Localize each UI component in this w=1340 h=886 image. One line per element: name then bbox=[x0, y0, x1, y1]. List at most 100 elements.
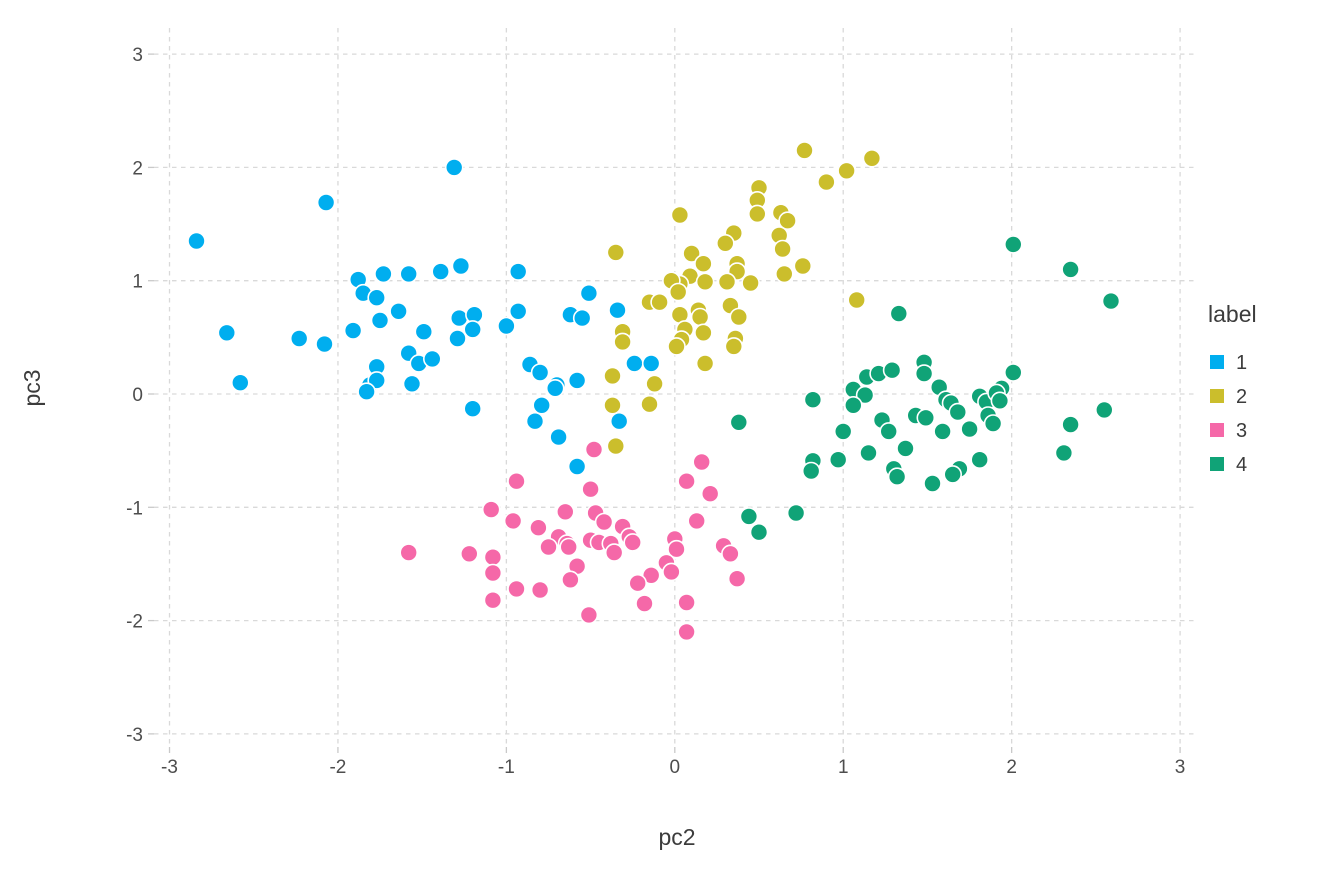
data-point-label-2 bbox=[729, 307, 749, 327]
data-point-label-3 bbox=[555, 502, 575, 522]
data-point-label-3 bbox=[677, 622, 696, 642]
data-point-label-2 bbox=[741, 273, 760, 293]
data-point-label-4 bbox=[801, 461, 821, 481]
data-point-label-2 bbox=[817, 172, 836, 192]
data-point-label-2 bbox=[795, 141, 814, 160]
data-point-label-2 bbox=[837, 161, 856, 181]
data-point-label-3 bbox=[559, 537, 579, 557]
x-tick-label: 3 bbox=[1175, 757, 1186, 778]
data-point-label-3 bbox=[677, 593, 696, 612]
data-point-label-2 bbox=[645, 374, 664, 394]
data-point-label-1 bbox=[567, 371, 587, 390]
data-point-label-2 bbox=[640, 394, 659, 414]
data-point-label-1 bbox=[545, 378, 565, 398]
data-point-label-1 bbox=[367, 288, 387, 308]
data-point-label-1 bbox=[402, 374, 422, 394]
data-point-label-4 bbox=[786, 503, 806, 523]
data-point-label-4 bbox=[1003, 363, 1023, 382]
data-point-label-1 bbox=[343, 321, 363, 340]
legend-swatch-4 bbox=[1210, 457, 1224, 471]
data-point-label-1 bbox=[451, 256, 471, 276]
data-point-label-4 bbox=[855, 385, 875, 405]
data-point-label-1 bbox=[357, 382, 376, 402]
data-point-label-4 bbox=[1003, 235, 1023, 254]
data-point-label-3 bbox=[623, 533, 643, 552]
data-point-label-1 bbox=[508, 262, 528, 281]
data-point-label-3 bbox=[635, 594, 654, 613]
data-point-label-1 bbox=[289, 329, 309, 348]
x-axis-title: pc2 bbox=[658, 824, 695, 850]
data-point-label-3 bbox=[503, 511, 523, 531]
data-point-label-3 bbox=[604, 543, 624, 562]
data-point-label-2 bbox=[613, 332, 632, 352]
data-point-label-3 bbox=[687, 511, 707, 531]
data-point-label-1 bbox=[422, 349, 442, 369]
y-axis-title: pc3 bbox=[19, 369, 45, 406]
data-point-label-3 bbox=[581, 479, 600, 499]
y-tick-label: 1 bbox=[132, 272, 143, 293]
data-point-label-1 bbox=[463, 399, 483, 419]
data-point-label-1 bbox=[389, 301, 408, 321]
data-point-label-3 bbox=[507, 579, 526, 599]
data-point-label-3 bbox=[579, 605, 599, 625]
data-point-label-4 bbox=[1061, 415, 1080, 434]
y-tick-label: -2 bbox=[126, 612, 143, 633]
data-point-label-3 bbox=[483, 590, 503, 610]
data-point-label-1 bbox=[508, 301, 528, 321]
data-point-label-2 bbox=[847, 290, 867, 310]
data-point-label-4 bbox=[970, 450, 990, 470]
data-point-label-2 bbox=[774, 264, 794, 284]
legend-item-label-4: 4 bbox=[1236, 454, 1247, 476]
data-point-label-2 bbox=[667, 337, 686, 356]
data-point-label-3 bbox=[584, 440, 604, 459]
data-point-label-4 bbox=[749, 522, 769, 542]
data-point-label-1 bbox=[608, 300, 627, 320]
data-point-label-2 bbox=[603, 366, 622, 386]
data-point-label-4 bbox=[803, 390, 823, 410]
data-point-label-2 bbox=[694, 254, 713, 274]
legend-title: label bbox=[1208, 301, 1257, 327]
data-point-label-2 bbox=[694, 323, 713, 343]
data-point-label-3 bbox=[483, 547, 503, 567]
data-point-label-3 bbox=[721, 544, 740, 564]
x-tick-label: 1 bbox=[838, 757, 849, 778]
data-point-label-3 bbox=[628, 573, 648, 593]
data-point-label-2 bbox=[695, 272, 715, 292]
data-point-label-1 bbox=[497, 316, 516, 336]
data-point-label-2 bbox=[717, 272, 737, 292]
data-point-label-4 bbox=[990, 391, 1010, 411]
x-tick-label: 2 bbox=[1006, 757, 1017, 778]
data-point-label-3 bbox=[481, 500, 501, 519]
data-point-label-1 bbox=[549, 427, 568, 447]
data-point-label-2 bbox=[650, 292, 669, 312]
data-point-label-2 bbox=[747, 204, 767, 224]
data-point-label-3 bbox=[483, 563, 503, 583]
data-point-label-2 bbox=[606, 436, 626, 456]
data-point-label-1 bbox=[609, 411, 629, 431]
data-point-label-2 bbox=[690, 307, 710, 327]
data-point-label-4 bbox=[916, 408, 936, 428]
data-point-label-2 bbox=[715, 234, 735, 253]
data-point-label-3 bbox=[667, 539, 686, 559]
data-point-label-4 bbox=[833, 422, 853, 441]
data-point-label-3 bbox=[641, 565, 661, 585]
data-point-label-2 bbox=[606, 243, 626, 262]
x-tick-label: 0 bbox=[670, 757, 681, 778]
data-point-label-1 bbox=[625, 354, 644, 373]
data-point-label-1 bbox=[444, 158, 464, 177]
data-point-label-1 bbox=[431, 262, 451, 281]
data-point-label-1 bbox=[572, 308, 592, 328]
data-point-label-4 bbox=[943, 465, 963, 484]
data-point-label-3 bbox=[459, 544, 479, 564]
data-point-label-1 bbox=[525, 411, 545, 431]
legend-item-label-2: 2 bbox=[1236, 386, 1247, 408]
data-point-label-4 bbox=[960, 419, 979, 439]
y-tick-label: -3 bbox=[126, 725, 143, 746]
data-point-label-2 bbox=[793, 256, 813, 276]
data-point-label-1 bbox=[370, 311, 390, 330]
x-tick-label: -2 bbox=[329, 757, 346, 778]
data-point-label-2 bbox=[773, 239, 792, 259]
data-point-label-2 bbox=[724, 337, 744, 356]
data-point-label-4 bbox=[828, 450, 848, 470]
